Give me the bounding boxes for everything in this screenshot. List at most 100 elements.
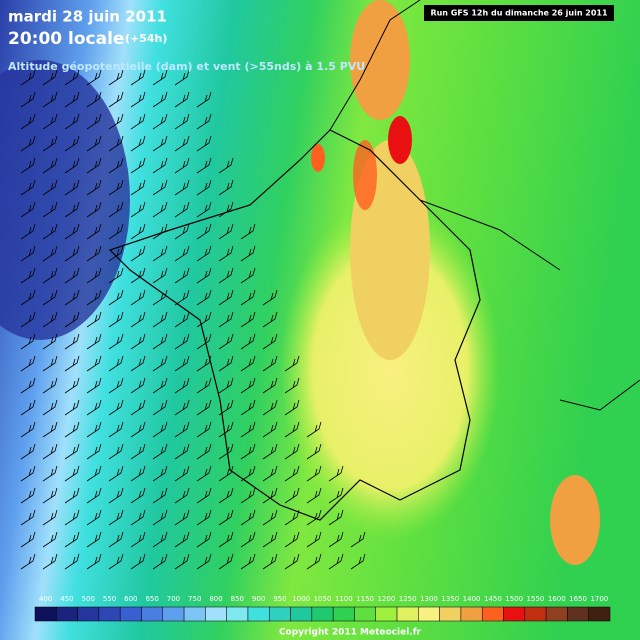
wind-barb [240, 289, 256, 306]
legend-label: 1250 [399, 595, 417, 603]
legend-swatch [524, 606, 547, 622]
wind-barb [130, 135, 146, 152]
wind-barb [240, 311, 256, 328]
wind-barb [174, 91, 190, 108]
wind-barb [130, 465, 146, 482]
wind-barb [130, 289, 146, 306]
wind-barb [262, 487, 278, 504]
wind-barb [328, 509, 344, 526]
wind-barb [20, 553, 36, 570]
legend-swatch [205, 606, 227, 622]
wind-barb [174, 509, 190, 526]
legend-label: 1050 [314, 595, 332, 603]
legend-swatch [269, 606, 291, 622]
wind-barb [152, 245, 168, 262]
wind-barb [130, 91, 146, 108]
corsica [550, 475, 600, 565]
wind-barb [218, 179, 234, 196]
wind-barb [20, 531, 36, 548]
lead: (+54h) [125, 32, 167, 45]
wind-barb [218, 333, 234, 350]
wind-barb [108, 333, 124, 350]
wind-barb [20, 157, 36, 174]
wind-barb [152, 289, 168, 306]
wind-barb [196, 179, 212, 196]
wind-barb [152, 509, 168, 526]
wind-barb [174, 179, 190, 196]
wind-barb [86, 553, 102, 570]
wind-barb [42, 333, 58, 350]
wind-barb [20, 333, 36, 350]
wind-barb [108, 201, 124, 218]
ridge-north [350, 0, 410, 120]
wind-barb [284, 531, 300, 548]
wind-barb [20, 421, 36, 438]
wind-barb [108, 553, 124, 570]
wind-barb [240, 223, 256, 240]
wind-barb [240, 531, 256, 548]
wind-barb [42, 311, 58, 328]
max [353, 140, 377, 210]
wind-barb [240, 377, 256, 394]
legend-swatch [162, 606, 185, 622]
wind-barb [152, 157, 168, 174]
wind-barb [86, 377, 102, 394]
wind-barb [20, 69, 36, 86]
wind-barb [64, 113, 80, 130]
legend-swatch [226, 606, 249, 622]
wind-barb [86, 69, 102, 86]
legend-swatch [183, 606, 206, 622]
wind-barb [20, 113, 36, 130]
wind-barb [108, 465, 124, 482]
wind-barb [86, 465, 102, 482]
legend-swatch [481, 606, 504, 622]
wind-barb [262, 333, 278, 350]
wind-barb [306, 553, 322, 570]
wind-barb [64, 135, 80, 152]
wind-barb [108, 509, 124, 526]
legend-swatch [311, 606, 334, 622]
legend-swatch [375, 606, 398, 622]
wind-barb [152, 69, 168, 86]
wind-barb [64, 399, 80, 416]
wind-barb [328, 553, 344, 570]
wind-barb [42, 553, 58, 570]
wind-barb [130, 509, 146, 526]
max [388, 116, 412, 164]
wind-barb [174, 157, 190, 174]
wind-barb [86, 201, 102, 218]
wind-barb [20, 267, 36, 284]
wind-barb [64, 509, 80, 526]
legend-label: 1150 [356, 595, 374, 603]
wind-barb [64, 443, 80, 460]
wind-barb [218, 377, 234, 394]
wind-barb [20, 377, 36, 394]
high-area [280, 200, 500, 540]
wind-barb [64, 201, 80, 218]
wind-barb [64, 91, 80, 108]
wind-barb [284, 355, 300, 372]
wind-barb [20, 443, 36, 460]
wind-barb [86, 91, 102, 108]
wind-barb [240, 245, 256, 262]
wind-barb [284, 553, 300, 570]
wind-barb [130, 531, 146, 548]
legend-swatch [354, 606, 376, 622]
wind-barb [108, 289, 124, 306]
legend-label: 900 [252, 595, 265, 603]
legend-swatch [545, 606, 568, 622]
wind-barb [196, 201, 212, 218]
wind-barb [20, 91, 36, 108]
wind-barb [284, 509, 300, 526]
wind-barb [64, 267, 80, 284]
wind-barb [262, 311, 278, 328]
wind-barb [196, 377, 212, 394]
legend-swatch [503, 606, 526, 622]
wind-barb [42, 443, 58, 460]
wind-barb [20, 245, 36, 262]
wind-barb [218, 267, 234, 284]
wind-barb [262, 509, 278, 526]
wind-barb [240, 443, 256, 460]
wind-barb [152, 113, 168, 130]
